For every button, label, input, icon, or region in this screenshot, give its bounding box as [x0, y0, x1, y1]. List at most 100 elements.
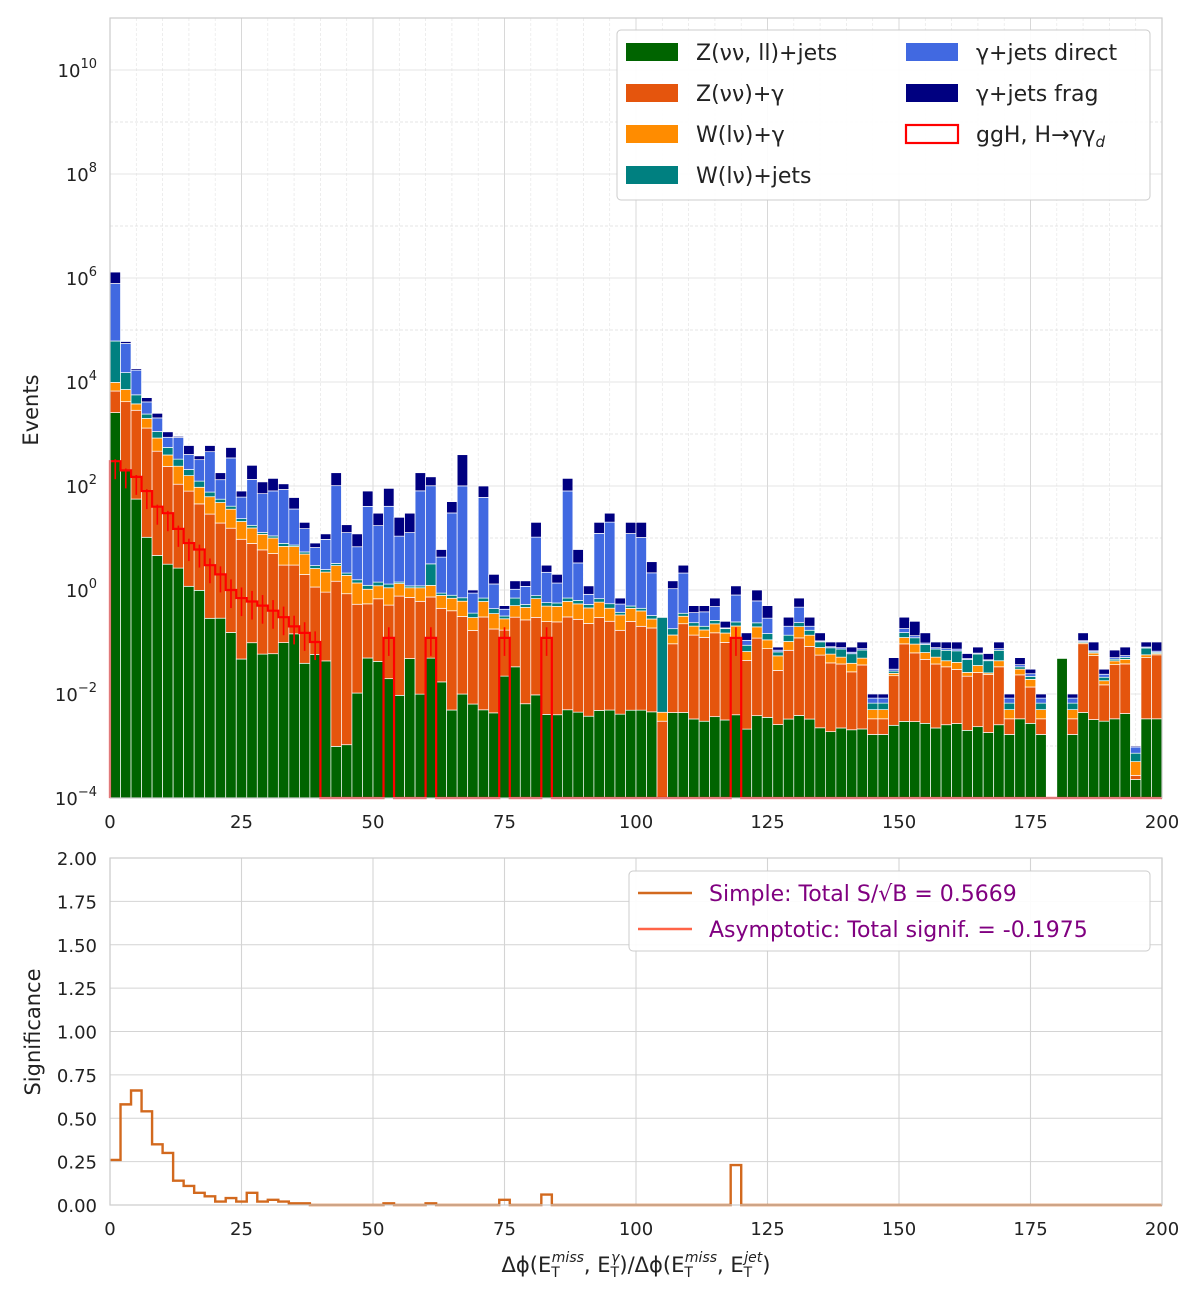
bar-segment: [1077, 712, 1089, 799]
bar-segment: [993, 666, 1005, 726]
bar-segment: [530, 536, 542, 597]
bar-segment: [225, 505, 237, 510]
bar-segment: [193, 459, 206, 482]
bar-segment: [877, 702, 889, 711]
bar-segment: [751, 622, 763, 628]
bar-segment: [351, 579, 363, 584]
bar-segment: [109, 340, 121, 383]
bar-segment: [372, 581, 384, 587]
bar-segment: [1066, 693, 1079, 699]
bar-segment: [772, 724, 784, 799]
bar-segment: [825, 731, 837, 799]
bar-segment: [193, 590, 206, 799]
bar-segment: [919, 652, 931, 660]
bar-segment: [235, 518, 248, 522]
bar-segment: [1035, 734, 1047, 799]
bar-segment: [383, 583, 395, 589]
bar-segment: [372, 525, 384, 583]
bar-segment: [183, 445, 195, 455]
bar-segment: [919, 659, 931, 724]
bar-segment: [993, 641, 1005, 650]
bar-segment: [551, 621, 563, 716]
bar-segment: [256, 481, 269, 495]
bar-segment: [803, 625, 816, 631]
bar-segment: [562, 709, 574, 799]
bar-segment: [961, 653, 973, 659]
significance-panel: 0.00 0.25 0.50 0.75 1.00 1.25 1.50 1.75 2.00 0 25…: [21, 849, 1179, 1281]
bar-segment: [1098, 676, 1110, 682]
bottom-y-tick-label: 0.00: [57, 1196, 97, 1217]
bottom-y-tick-label: 1.75: [57, 892, 97, 913]
bar-segment: [246, 527, 258, 544]
bar-segment: [835, 648, 847, 658]
bar-segment: [1140, 641, 1152, 648]
bar-segment: [656, 720, 668, 799]
bar-segment: [593, 617, 605, 711]
bar-segment: [141, 427, 153, 538]
legend-label: Asymptotic: Total signif. = -0.1975: [709, 918, 1088, 943]
bar-segment: [677, 712, 689, 799]
bar-segment: [509, 597, 521, 607]
bar-segment: [719, 632, 732, 643]
bottom-legend: Simple: Total S/√B = 0.5669 Asymptotic: T…: [628, 870, 1151, 952]
bar-segment: [562, 616, 574, 711]
bar-segment: [856, 649, 868, 659]
bar-segment: [519, 586, 532, 605]
bar-segment: [856, 728, 868, 799]
bar-segment: [540, 714, 553, 799]
bar-segment: [383, 505, 395, 585]
bar-segment: [477, 485, 490, 498]
bar-segment: [172, 567, 184, 799]
bar-segment: [877, 693, 889, 699]
bar-segment: [635, 537, 647, 609]
bar-segment: [1098, 684, 1110, 722]
top-y-tick-label: 102: [66, 473, 97, 498]
bar-segment: [583, 623, 595, 717]
bar-segment: [583, 593, 595, 605]
bar-segment: [593, 533, 605, 600]
bar-segment: [130, 394, 142, 405]
bar-segment: [793, 626, 805, 639]
bar-segment: [551, 573, 563, 584]
bar-segment: [677, 623, 689, 713]
legend-label: γ+jets direct: [976, 41, 1117, 66]
bar-segment: [246, 524, 258, 529]
bar-segment: [172, 436, 184, 438]
bar-segment: [151, 417, 163, 432]
bar-segment: [351, 692, 363, 799]
bar-segment: [277, 489, 290, 544]
bar-segment: [688, 605, 700, 613]
bar-segment: [646, 618, 658, 629]
bar-segment: [204, 445, 216, 453]
bar-segment: [446, 597, 458, 612]
bar-segment: [204, 491, 216, 498]
bar-segment: [856, 641, 868, 650]
bar-segment: [909, 637, 921, 645]
bar-segment: [235, 521, 248, 540]
bar-segment: [625, 533, 637, 607]
legend-swatch: [626, 43, 678, 61]
bar-segment: [383, 587, 395, 606]
bar-segment: [993, 724, 1005, 799]
bar-segment: [1109, 660, 1121, 666]
bar-segment: [898, 637, 910, 645]
bar-segment: [393, 595, 405, 696]
bar-segment: [267, 653, 279, 799]
bar-segment: [225, 632, 237, 799]
bar-segment: [183, 469, 195, 476]
bar-segment: [593, 521, 605, 534]
bar-segment: [730, 594, 742, 623]
bar-segment: [698, 720, 710, 799]
bar-segment: [467, 589, 479, 594]
bar-segment: [425, 476, 437, 487]
bar-segment: [982, 674, 995, 733]
bar-segment: [404, 512, 416, 533]
bar-segment: [751, 626, 763, 639]
bar-segment: [909, 643, 921, 654]
bottom-x-tick-label: 150: [882, 1219, 916, 1240]
bar-segment: [730, 714, 742, 799]
bar-segment: [330, 472, 342, 487]
bar-segment: [151, 450, 163, 556]
bar-segment: [930, 641, 942, 649]
bar-segment: [330, 485, 342, 564]
